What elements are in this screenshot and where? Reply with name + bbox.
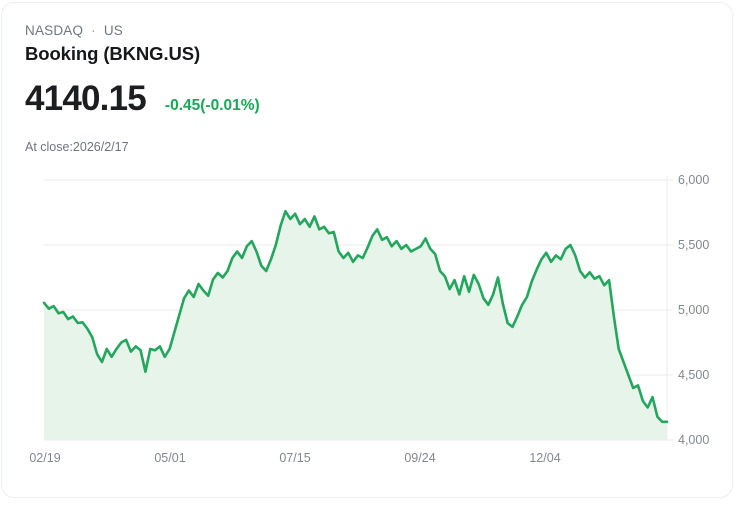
- exchange-region-row: NASDAQ · US: [25, 23, 712, 39]
- price-chart-svg[interactable]: [2, 163, 733, 483]
- price-row: 4140.15 -0.45(-0.01%): [25, 79, 260, 126]
- exchange-separator: ·: [91, 23, 96, 38]
- stock-quote-card: NASDAQ · US Booking (BKNG.US) 4140.15 -0…: [1, 2, 733, 498]
- price-line: [42, 209, 669, 424]
- price-area-fill: [44, 211, 667, 440]
- price-chart[interactable]: 6,000 5,500 5,000 4,500 4,000 02/19 05/01 07/1…: [2, 163, 733, 483]
- current-price: 4140.15: [25, 79, 147, 118]
- region-label: US: [103, 23, 123, 38]
- exchange-name: NASDAQ: [25, 23, 84, 38]
- market-status: At close:2026/2/17: [25, 140, 129, 154]
- page-title: Booking (BKNG.US): [25, 43, 201, 64]
- price-change: -0.45(-0.01%): [164, 97, 260, 114]
- quote-header: NASDAQ · US Booking (BKNG.US): [25, 23, 712, 67]
